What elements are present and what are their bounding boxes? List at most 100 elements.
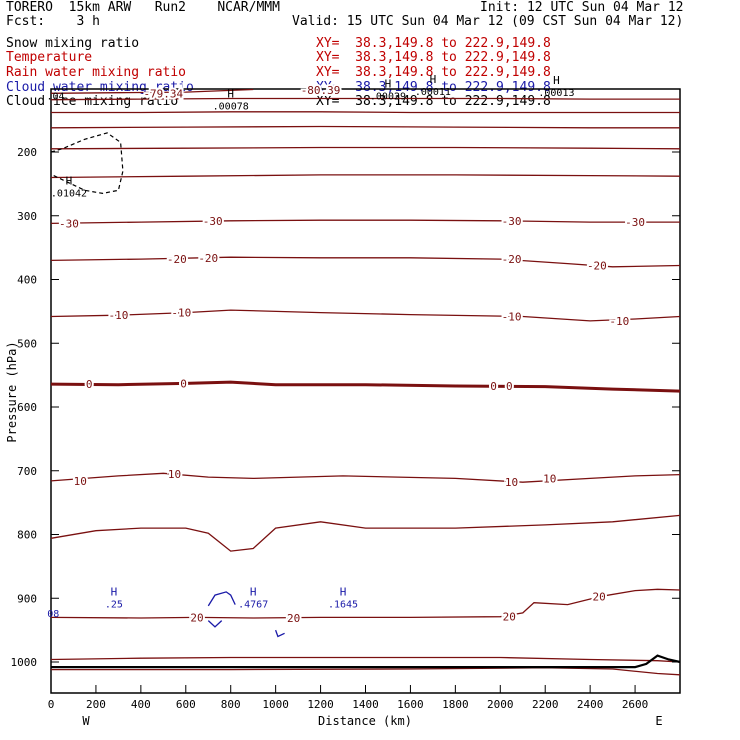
extremum-mark: H bbox=[66, 174, 73, 187]
extremum-value: .00029 bbox=[370, 91, 406, 102]
isotherm-25 bbox=[50, 656, 681, 663]
x-tick-label: 1800 bbox=[442, 698, 469, 711]
extremum-mark: H bbox=[250, 585, 257, 598]
y-tick-label: 1000 bbox=[11, 656, 38, 669]
plot-frame bbox=[50, 88, 681, 694]
isotherm-label: 0 bbox=[506, 380, 513, 393]
isotherm--10 bbox=[50, 309, 681, 322]
isotherm--40 bbox=[50, 174, 681, 179]
isotherm--50 bbox=[50, 146, 681, 150]
x-tick-label: 2200 bbox=[532, 698, 559, 711]
isotherm-label: -79.34 bbox=[143, 87, 183, 100]
x-left-endpoint: W bbox=[82, 714, 90, 728]
isotherm-label: -80.39 bbox=[301, 84, 341, 97]
extremum-mark: H bbox=[111, 585, 118, 598]
isotherm-label: 10 bbox=[543, 472, 556, 485]
isotherm-label: 10 bbox=[168, 468, 181, 481]
extremum-value: .4767 bbox=[238, 599, 268, 610]
isotherm-label: -10 bbox=[609, 315, 629, 328]
isotherm-10 bbox=[50, 472, 681, 483]
isotherm-label: 20 bbox=[190, 611, 203, 624]
legend-snow: Snow mixing ratio bbox=[6, 36, 140, 51]
isotherm-20 bbox=[50, 588, 681, 619]
isotherm-label: -10 bbox=[108, 309, 128, 322]
x-tick-label: 1600 bbox=[397, 698, 424, 711]
x-tick-label: 0 bbox=[48, 698, 55, 711]
isotherm-label: -10 bbox=[171, 307, 191, 320]
isotherm-label: 0 bbox=[180, 377, 187, 390]
x-axis-label: Distance (km) bbox=[318, 714, 412, 728]
extremum-mark: H bbox=[553, 74, 560, 87]
legend-cloud-ice-xy: XY= 38.3,149.8 to 222.9,149.8 bbox=[316, 94, 551, 109]
isotherm-label: 20 bbox=[287, 612, 300, 625]
x-tick-label: 1200 bbox=[307, 698, 334, 711]
extremum-mark: H bbox=[430, 73, 437, 86]
cloud-water-contour bbox=[207, 591, 236, 607]
contour--80-zone bbox=[50, 88, 254, 94]
isotherm-label: 20 bbox=[503, 611, 516, 624]
init-time: Init: 12 UTC Sun 04 Mar 12 bbox=[480, 0, 684, 15]
y-tick-label: 300 bbox=[17, 210, 37, 223]
valid-time: Valid: 15 UTC Sun 04 Mar 12 (09 CST Sun … bbox=[292, 14, 684, 29]
isotherm-label: -30 bbox=[502, 215, 522, 228]
model-run-title: TORERO 15km ARW Run2 NCAR/MMM bbox=[6, 0, 280, 15]
isotherm-label: 10 bbox=[74, 475, 87, 488]
forecast-hour: Fcst: 3 h bbox=[6, 14, 100, 29]
isotherm-label: 10 bbox=[505, 476, 518, 489]
extremum-value: .04 bbox=[46, 91, 64, 102]
legend-rain-xy: XY= 38.3,149.8 to 222.9,149.8 bbox=[316, 65, 551, 80]
contour-surface bbox=[51, 654, 681, 669]
x-tick-label: 200 bbox=[86, 698, 106, 711]
legend-cloud-ice: Cloud ice mixing ratio bbox=[6, 94, 179, 109]
extremum-value: .00011 bbox=[415, 87, 451, 98]
isotherm-label: -20 bbox=[198, 252, 218, 265]
extremum-mark: H bbox=[340, 585, 347, 598]
isotherm-label: 0 bbox=[86, 378, 93, 391]
legend-temperature-xy: XY= 38.3,149.8 to 222.9,149.8 bbox=[316, 50, 551, 65]
y-tick-label: 800 bbox=[17, 529, 37, 542]
isotherm-label: -20 bbox=[502, 253, 522, 266]
isotherm--20 bbox=[50, 256, 681, 268]
cloud-water-contour bbox=[274, 629, 285, 638]
cloud-ice-contour bbox=[50, 132, 124, 195]
extremum-mark: H bbox=[227, 88, 234, 101]
y-tick-label: 500 bbox=[17, 337, 37, 350]
legend-cloud-water-xy: XY= 38.3,149.8 to 222.9,149.8 bbox=[316, 80, 551, 95]
isotherm-0 bbox=[50, 380, 681, 393]
isotherm-label: -10 bbox=[502, 310, 522, 323]
x-tick-label: 600 bbox=[176, 698, 196, 711]
x-tick-label: 2400 bbox=[577, 698, 604, 711]
isotherm-30 bbox=[51, 667, 681, 676]
legend-cloud-water: Cloud water mixing ratio bbox=[6, 80, 194, 95]
isotherm--60 bbox=[50, 125, 680, 129]
isotherm--80 bbox=[50, 97, 680, 101]
y-tick-label: 700 bbox=[17, 465, 37, 478]
cloud-water-contour bbox=[207, 620, 223, 628]
x-tick-label: 1000 bbox=[262, 698, 289, 711]
legend-snow-xy: XY= 38.3,149.8 to 222.9,149.8 bbox=[316, 36, 551, 51]
isotherm--30 bbox=[50, 219, 680, 225]
isotherm-label: 20 bbox=[593, 590, 606, 603]
extremum-value: .00013 bbox=[538, 88, 574, 99]
extremum-value: 08 bbox=[47, 609, 59, 620]
isotherm-label: -20 bbox=[587, 259, 607, 272]
extremum-value: .01042 bbox=[51, 188, 87, 199]
isotherm-label: -30 bbox=[203, 215, 223, 228]
y-tick-label: 200 bbox=[17, 146, 37, 159]
extremum-mark: H bbox=[385, 77, 392, 90]
extremum-value: .1645 bbox=[328, 599, 358, 610]
extremum-value: .25 bbox=[105, 599, 123, 610]
x-tick-label: 2600 bbox=[622, 698, 649, 711]
isotherm-label: 0 bbox=[490, 380, 497, 393]
isotherm--70 bbox=[51, 111, 680, 114]
extremum-value: .00078 bbox=[213, 102, 249, 113]
isotherm-label: -30 bbox=[59, 217, 79, 230]
x-tick-label: 400 bbox=[131, 698, 151, 711]
y-tick-label: 900 bbox=[17, 592, 37, 605]
x-tick-label: 2000 bbox=[487, 698, 514, 711]
legend-rain: Rain water mixing ratio bbox=[6, 65, 187, 80]
x-tick-label: 1400 bbox=[352, 698, 379, 711]
y-axis-label: Pressure (hPa) bbox=[5, 341, 19, 442]
isotherm-label: -30 bbox=[625, 216, 645, 229]
